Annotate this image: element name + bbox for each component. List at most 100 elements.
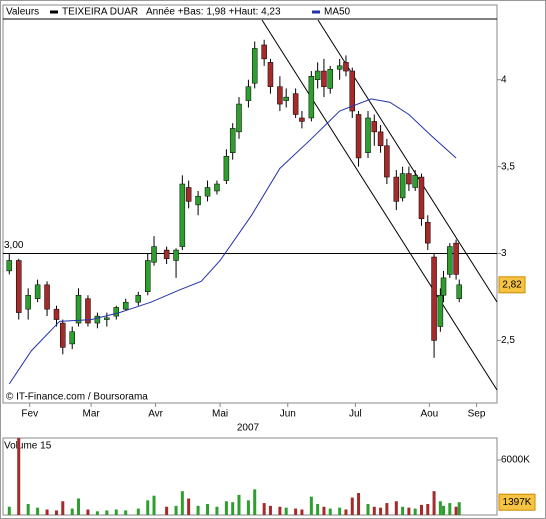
candle-body [384,145,390,178]
trend-line [261,19,498,391]
x-tick-label: Avr [148,409,163,420]
volume-bar [426,504,430,515]
candle-body [25,294,31,310]
volume-bar [187,498,191,515]
candle-body [412,175,418,188]
last-price-label: 2,82 [502,279,522,290]
volume-bar [45,509,49,515]
last-volume-box [498,493,536,511]
legend-entry: TEIXEIRA DUAR [62,7,138,18]
volume-bar [344,509,348,515]
candle-body [371,121,378,133]
last-volume-label: 1397K [503,497,532,508]
candle-body [60,322,66,348]
candle-body [437,294,444,327]
candle-body [151,246,157,263]
volume-bar [448,503,452,515]
volume-bar [262,503,266,515]
candle-body [406,173,412,185]
volume-bar [105,510,109,515]
candle-body [179,183,186,247]
volume-bar [413,508,417,515]
volume-bar [26,504,30,515]
volume-bar [224,501,228,515]
candle-body [314,70,321,80]
volume-bar [278,506,282,515]
volume-bar [338,507,342,515]
y-tick-label: 4 [501,74,507,85]
y-tick-label: 3,5 [501,161,515,172]
candle-body [321,70,327,87]
volume-bar [237,494,241,515]
volume-bar [36,507,40,515]
candle-body [195,195,201,206]
candle-body [349,70,356,112]
volume-bar [284,507,288,515]
volume-bar [165,506,169,515]
x-tick-label: Sep [468,409,486,420]
candle-body [327,69,333,89]
candle-body [393,176,400,202]
volume-bar [246,500,250,515]
volume-bar [268,505,272,515]
candle-body [15,260,22,313]
volume-bar [407,507,411,515]
candle-body [245,86,252,101]
candle-body [453,242,459,275]
candle-body [365,117,371,153]
volume-bar [385,503,389,515]
volume-title: Volume 15 [4,441,52,452]
candle-body [53,308,60,320]
x-tick-label: Jun [280,409,296,420]
legend-label: Valeurs [6,7,39,18]
subtitle: Année +Bas: 1,98 +Haut: 4,23 [146,7,281,18]
volume-bar [174,505,178,515]
candle-body [425,221,431,244]
volume-bar [253,489,257,515]
volume-bar [350,497,354,515]
volume-bar [309,496,313,515]
candle-body [44,284,50,310]
candle-body [223,155,230,181]
volume-bar [454,506,458,515]
candle-body [456,284,462,299]
volume-bar [95,511,99,515]
x-tick-label: Fev [21,409,38,420]
volume-bar [17,438,21,515]
volume-bar [438,501,442,515]
volume-bar [180,491,184,515]
credit: © IT-Finance.com / Boursorama [6,392,148,403]
volume-bar [196,505,200,515]
volume-bar [366,504,370,515]
candle-body [69,331,75,345]
volume-bar [231,502,235,515]
volume-bar [442,505,446,515]
candle-body [343,62,349,72]
volume-bar [54,510,58,515]
volume-bar [61,501,65,515]
candle-body [299,117,305,122]
candle-body [173,249,179,261]
volume-bar [124,510,128,515]
candle-body [440,277,447,296]
volume-bar [419,504,423,515]
candle-body [431,256,437,341]
volume-bar [316,504,320,515]
candle-body [204,187,211,197]
volume-bar [379,507,383,515]
candle-body [283,96,289,101]
candle-body [292,93,299,115]
reference-label: 3,00 [4,240,24,251]
price-panel [2,4,498,404]
y-tick-label: 6000K [501,455,530,466]
volume-bar [457,502,461,515]
volume-bar [7,506,11,515]
candle-body [251,48,258,84]
candle-body [75,294,82,324]
volume-panel [2,437,498,516]
volume-bar [70,508,74,515]
candle-body [399,173,406,199]
last-price-box [498,276,526,294]
volume-bar [215,506,219,515]
